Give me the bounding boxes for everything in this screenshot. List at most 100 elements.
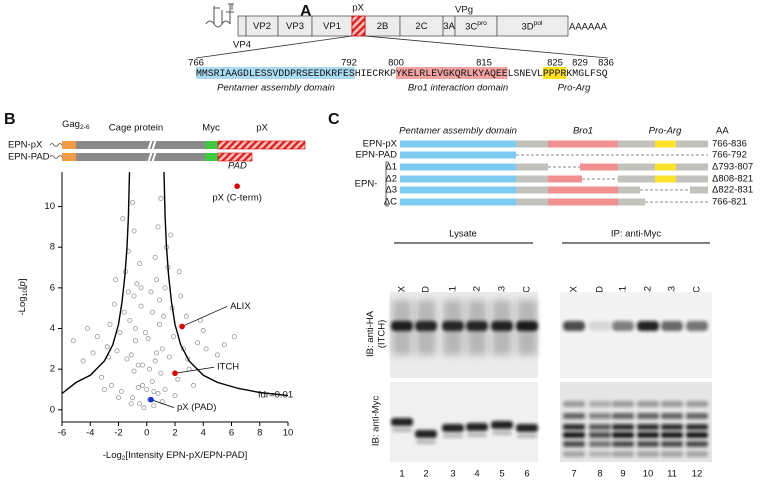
lane-label: Δ1 bbox=[448, 286, 459, 298]
protein-point bbox=[178, 293, 184, 299]
blot-band bbox=[492, 431, 512, 435]
protein-point bbox=[156, 297, 162, 303]
protein-point bbox=[138, 303, 144, 309]
blot-band bbox=[686, 401, 708, 407]
y-tick-label: 10 bbox=[44, 201, 55, 212]
sequence-segment: HIECRKP bbox=[355, 68, 396, 79]
construct-segment bbox=[548, 186, 618, 194]
x-axis-title-part: [Intensity EPN-pX/EPN-PAD] bbox=[125, 450, 247, 461]
protein-point bbox=[159, 346, 165, 352]
blot-band bbox=[589, 321, 611, 331]
group-bracket bbox=[385, 161, 389, 207]
sequence-segment: MMSRIAAGDLESSVDDPRSEEDKRFES bbox=[196, 68, 355, 79]
protein-point bbox=[168, 232, 174, 238]
y-axis-title-part: p bbox=[17, 281, 28, 287]
construct-label: PAD bbox=[228, 161, 247, 172]
blot-band bbox=[589, 432, 611, 438]
blot-membrane bbox=[390, 292, 538, 378]
blot-band bbox=[563, 413, 585, 419]
blot-band bbox=[661, 432, 683, 438]
blot-band bbox=[686, 451, 708, 457]
protein-point bbox=[140, 382, 146, 388]
x-tick-label: -6 bbox=[58, 428, 66, 439]
construct-name: Δ1 bbox=[385, 162, 397, 173]
genome-label: VP2 bbox=[253, 21, 271, 32]
construct-name: EPN-PAD bbox=[355, 150, 397, 161]
panel-label: C bbox=[328, 111, 340, 128]
protein-point bbox=[158, 195, 164, 201]
genome-label-part: pro bbox=[477, 20, 487, 27]
blot-band bbox=[661, 401, 683, 407]
protein-point bbox=[183, 313, 189, 319]
domain-label: Bro1 interaction domain bbox=[408, 83, 508, 94]
residue-number: 766 bbox=[188, 58, 204, 69]
construct-aa: Δ808-821 bbox=[712, 174, 753, 185]
break-mark bbox=[147, 150, 157, 164]
protein-point bbox=[134, 281, 140, 287]
protein-point bbox=[141, 405, 147, 411]
protein-point bbox=[203, 346, 209, 352]
blot-band bbox=[563, 321, 585, 331]
protein-point bbox=[130, 199, 136, 205]
fdr-label: fdr=0.01 bbox=[258, 390, 293, 401]
blot-band bbox=[686, 441, 708, 447]
construct-segment bbox=[618, 186, 640, 194]
protein-point bbox=[131, 293, 137, 299]
table-header: Pro-Arg bbox=[649, 126, 682, 137]
blot-band bbox=[661, 413, 683, 419]
protein-point bbox=[104, 344, 110, 350]
protein-point bbox=[130, 395, 136, 401]
blot-band bbox=[612, 451, 634, 457]
lane-number: 8 bbox=[597, 469, 602, 480]
construct-segment bbox=[618, 140, 655, 148]
myc-box bbox=[205, 153, 218, 161]
protein-point bbox=[107, 321, 113, 327]
protein-point bbox=[195, 340, 201, 346]
lane-number: 3 bbox=[450, 469, 455, 480]
genome-px bbox=[351, 15, 366, 37]
construct-segment bbox=[400, 198, 516, 206]
linker bbox=[49, 155, 63, 159]
construct-segment bbox=[516, 186, 548, 194]
gag-box bbox=[62, 153, 76, 161]
construct-name: EPN-pX bbox=[8, 140, 43, 151]
protein-point bbox=[132, 338, 138, 344]
protein-point bbox=[171, 334, 177, 340]
blot-membrane bbox=[560, 292, 712, 378]
blot-band bbox=[686, 432, 708, 438]
genome-segment bbox=[237, 15, 247, 37]
lane-number: 5 bbox=[499, 469, 504, 480]
genome-label-part: 3D bbox=[521, 21, 533, 32]
linker bbox=[49, 143, 63, 147]
construct-aa: 766-792 bbox=[712, 150, 747, 161]
domain-label: Pro-Arg bbox=[558, 83, 591, 94]
construct-segment bbox=[618, 198, 645, 206]
construct-segment bbox=[400, 163, 516, 171]
residue-number: 792 bbox=[341, 58, 357, 69]
blot-band bbox=[612, 413, 634, 419]
construct-label-part: 2-6 bbox=[80, 124, 90, 131]
x-axis-title-part: 2 bbox=[122, 455, 126, 462]
residue-number: 825 bbox=[547, 58, 563, 69]
cage-box bbox=[76, 141, 205, 149]
y-tick-label: 8 bbox=[50, 242, 55, 253]
protein-point bbox=[121, 309, 127, 315]
protein-point bbox=[152, 254, 158, 260]
x-tick-label: 8 bbox=[257, 428, 262, 439]
blot-band bbox=[686, 424, 708, 430]
genome-label: 2B bbox=[377, 21, 389, 32]
x-tick-label: 2 bbox=[172, 428, 177, 439]
genome-label: 3Dpol bbox=[521, 20, 543, 32]
construct-name: ΔC bbox=[384, 197, 397, 208]
x-axis-title: -Log2[Intensity EPN-pX/EPN-PAD] bbox=[103, 450, 248, 462]
construct-label: Cage protein bbox=[109, 123, 163, 134]
genome-label-part: pol bbox=[534, 20, 543, 27]
protein-point bbox=[172, 393, 178, 399]
blot-band bbox=[637, 451, 659, 457]
px-box bbox=[217, 140, 306, 150]
fdr-curve bbox=[61, 171, 289, 397]
blot-band bbox=[491, 421, 513, 429]
construct-aa: 766-821 bbox=[712, 197, 747, 208]
blot-membrane bbox=[560, 382, 712, 462]
